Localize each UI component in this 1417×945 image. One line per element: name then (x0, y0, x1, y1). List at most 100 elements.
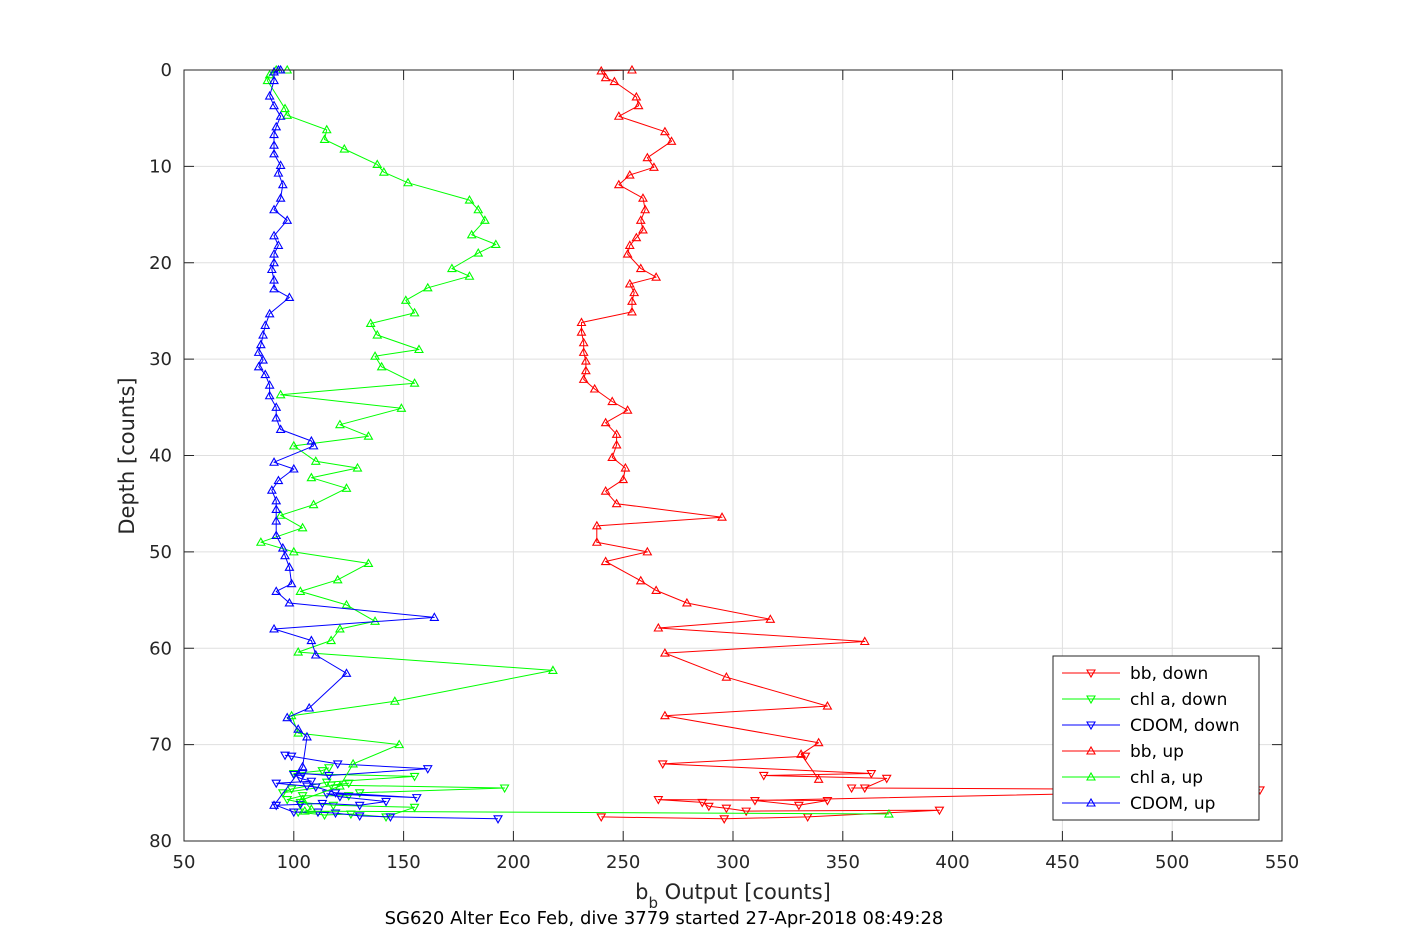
data-point (881, 774, 892, 784)
data-point (394, 739, 405, 749)
data-point (372, 329, 383, 339)
data-point (297, 522, 308, 532)
series-line-chl-a-up (260, 69, 889, 815)
x-axis-title-subscript: b (648, 894, 658, 912)
x-tick-label: 450 (1045, 852, 1079, 873)
legend-label: CDOM, down (1130, 716, 1240, 736)
series-line-chl-a-down (282, 767, 506, 818)
data-point (883, 808, 894, 818)
data-point (286, 578, 297, 588)
data-point (640, 204, 651, 214)
data-point (308, 440, 319, 450)
data-point (600, 417, 611, 427)
legend-label: chl a, down (1130, 690, 1227, 710)
series-bb-up (576, 64, 870, 783)
data-point (280, 751, 290, 761)
data-point (348, 758, 359, 768)
data-point (334, 623, 345, 633)
data-point (846, 784, 857, 794)
data-point (269, 204, 279, 214)
data-point (613, 179, 624, 189)
data-point (306, 472, 317, 482)
data-point (659, 647, 670, 657)
data-point (591, 520, 602, 530)
data-point (403, 177, 413, 187)
data-point (578, 347, 589, 356)
y-tick-label: 40 (149, 446, 172, 467)
data-point (580, 365, 591, 375)
y-tick-label: 20 (149, 253, 172, 274)
data-point (624, 240, 635, 249)
series-chl-a-down (277, 764, 510, 823)
data-point (269, 623, 279, 633)
data-point (308, 499, 319, 509)
data-point (719, 815, 730, 824)
legend-marker (1086, 745, 1096, 755)
data-point (264, 380, 275, 389)
data-point (611, 498, 622, 508)
chart-title: SG620 Alter Eco Feb, dive 3779 started 2… (385, 908, 944, 929)
data-point (721, 804, 732, 814)
data-point (295, 800, 306, 810)
x-tick-label: 350 (826, 852, 860, 873)
data-point (284, 562, 295, 571)
data-point (319, 134, 330, 143)
data-point (258, 354, 269, 364)
data-point (609, 76, 620, 86)
data-point (269, 100, 279, 110)
data-point (341, 483, 352, 492)
data-point (576, 317, 587, 327)
data-point (253, 361, 264, 371)
data-point (600, 486, 611, 495)
legend-label: chl a, up (1130, 768, 1203, 788)
data-point (464, 271, 475, 280)
data-point (269, 248, 279, 258)
data-point (659, 126, 670, 136)
data-point (269, 66, 279, 76)
data-point (302, 731, 312, 741)
data-point (299, 806, 310, 815)
data-point (600, 72, 611, 82)
data-point (363, 431, 374, 440)
data-point (264, 308, 275, 318)
x-tick-label: 300 (716, 852, 750, 873)
data-point (271, 779, 282, 789)
data-point (618, 474, 629, 484)
data-point (282, 712, 293, 722)
data-point (269, 283, 279, 293)
data-point (339, 143, 350, 153)
data-point (611, 429, 622, 438)
data-point (271, 121, 282, 131)
data-point (409, 378, 420, 387)
data-point (633, 100, 644, 110)
data-point (306, 777, 317, 787)
x-tick-label: 250 (606, 852, 640, 873)
data-point (334, 419, 345, 429)
data-point (385, 813, 396, 823)
data-point (627, 306, 637, 316)
data-point (334, 780, 345, 790)
data-point (624, 169, 635, 179)
data-point (800, 752, 811, 762)
data-point (260, 320, 271, 329)
tick-labels: 50 100 150 200 250 300 350 400 450 500 550 0 10 20 30 4… (149, 60, 1299, 873)
x-tick-label: 500 (1155, 852, 1189, 873)
ticks (183, 69, 1283, 842)
y-tick-label: 10 (149, 156, 172, 177)
data-point (635, 215, 646, 224)
data-point (741, 807, 752, 817)
data-point (341, 668, 352, 677)
data-point (288, 770, 299, 780)
data-point (271, 412, 282, 422)
data-point (607, 396, 618, 406)
data-point (269, 129, 279, 139)
data-point (282, 796, 293, 805)
data-point (493, 815, 503, 824)
data-point (273, 168, 284, 177)
data-point (607, 452, 618, 461)
data-point (822, 796, 833, 806)
data-point (275, 111, 286, 120)
data-point (372, 159, 383, 168)
data-point (260, 369, 271, 379)
data-point (326, 635, 337, 645)
